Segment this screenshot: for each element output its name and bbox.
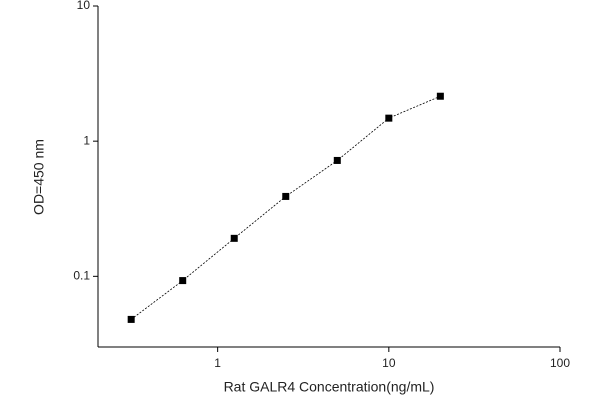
data-point <box>436 92 444 100</box>
data-point <box>230 234 238 242</box>
data-line <box>130 95 441 320</box>
x-axis-title: Rat GALR4 Concentration(ng/mL) <box>224 379 435 395</box>
x-tick-label: 100 <box>550 356 570 370</box>
data-point <box>127 315 135 323</box>
data-point <box>333 156 341 164</box>
data-point <box>385 114 393 122</box>
y-axis-title: OD=450 nm <box>31 139 47 215</box>
y-tick-label: 1 <box>83 133 90 147</box>
data-point <box>282 192 290 200</box>
x-tick-label: 10 <box>382 356 396 370</box>
y-tick-label: 10 <box>77 0 91 12</box>
data-point <box>179 277 187 285</box>
y-tick-label: 0.1 <box>73 268 90 282</box>
x-tick-label: 1 <box>214 356 221 370</box>
